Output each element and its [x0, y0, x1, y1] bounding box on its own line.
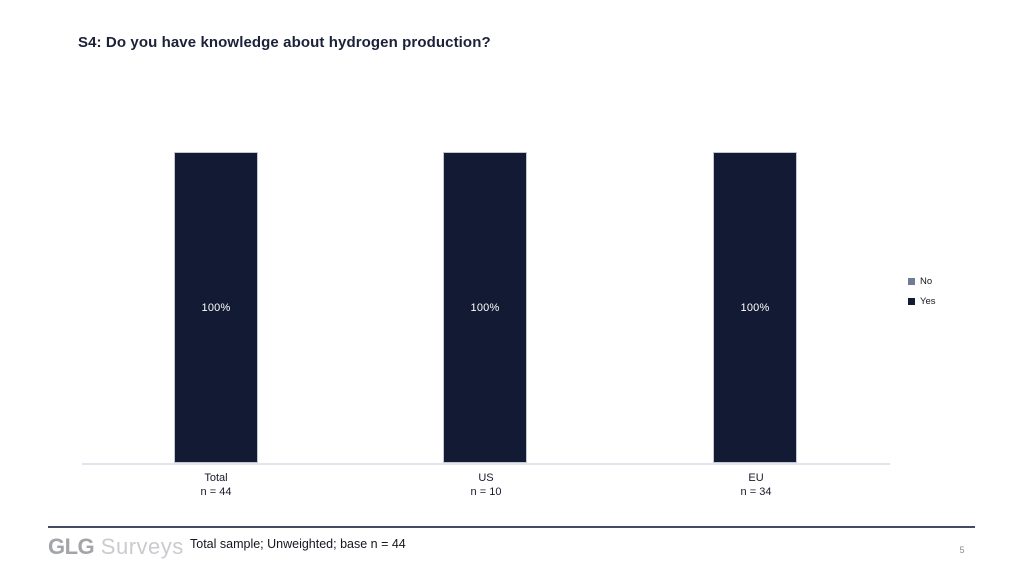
legend-item-no: No — [908, 276, 936, 287]
category-name: EU — [748, 472, 764, 484]
bar-value-label-us: 100% — [470, 301, 500, 314]
legend: No Yes — [908, 276, 936, 307]
sample-footnote: Total sample; Unweighted; base n = 44 — [190, 537, 406, 551]
bar-us: 100% — [443, 152, 527, 463]
category-label-total: Total n = 44 — [146, 471, 286, 499]
category-label-us: US n = 10 — [416, 471, 556, 499]
bar-eu: 100% — [713, 152, 797, 463]
slide-title: S4: Do you have knowledge about hydrogen… — [78, 34, 491, 51]
bar-total: 100% — [174, 152, 258, 463]
bar-value-label-eu: 100% — [740, 301, 770, 314]
legend-label-yes: Yes — [920, 296, 936, 307]
category-name: US — [478, 472, 494, 484]
logo-bold-text: GLG — [48, 534, 95, 559]
glg-surveys-logo: GLG Surveys — [48, 534, 184, 560]
logo-light-text: Surveys — [100, 534, 184, 559]
category-label-eu: EU n = 34 — [686, 471, 826, 499]
legend-swatch-no-icon — [908, 278, 915, 285]
x-axis-line — [82, 463, 890, 465]
bar-chart: 100% 100% 100% Total n = 44 US n = 10 EU… — [82, 152, 936, 499]
bar-value-label-total: 100% — [201, 301, 231, 314]
legend-label-no: No — [920, 276, 933, 287]
legend-item-yes: Yes — [908, 296, 936, 307]
category-base-n: n = 34 — [740, 486, 772, 498]
page-number: 5 — [959, 545, 965, 555]
legend-swatch-yes-icon — [908, 298, 915, 305]
category-base-n: n = 44 — [200, 486, 232, 498]
footer-divider — [48, 526, 975, 528]
category-name: Total — [204, 472, 228, 484]
category-base-n: n = 10 — [470, 486, 502, 498]
